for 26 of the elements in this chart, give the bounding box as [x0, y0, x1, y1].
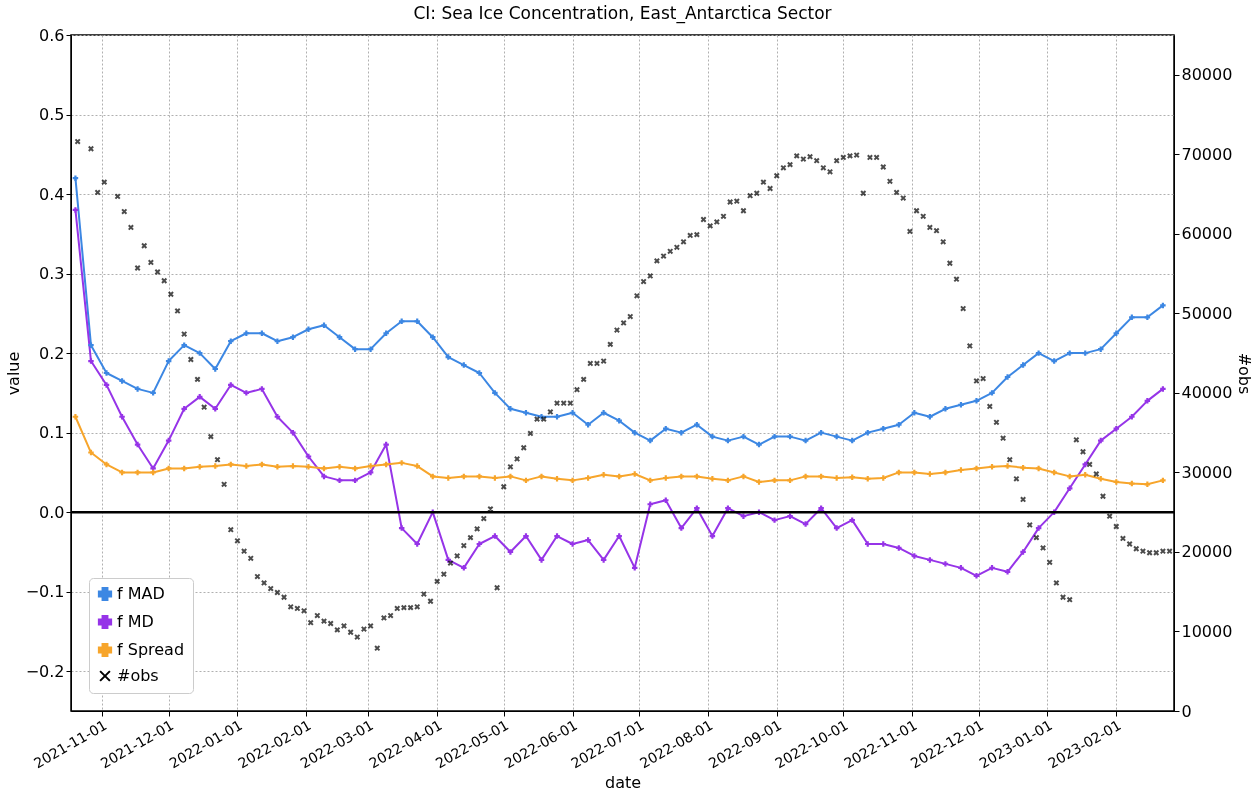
- y-tick-label: −0.2: [25, 661, 65, 681]
- x-axis-title: date: [604, 773, 642, 793]
- y-tick-label: 0.6: [39, 25, 65, 45]
- y2-tick-label: 20000: [1181, 542, 1233, 562]
- chart-title: CI: Sea Ice Concentration, East_Antarctica Sector: [413, 3, 832, 24]
- y-tick-label: 0.4: [39, 184, 65, 204]
- y2-tick-label: 70000: [1181, 144, 1233, 164]
- y-tick-label: 0.2: [39, 343, 65, 363]
- legend-label: #obs: [117, 666, 159, 685]
- y-tick-label: 0.1: [39, 423, 65, 443]
- legend-label: f Spread: [117, 640, 185, 659]
- y-tick-label: 0.3: [39, 264, 65, 284]
- legend-label: f MAD: [117, 584, 165, 603]
- legend-label: f MD: [117, 612, 154, 631]
- y2-tick-label: 80000: [1181, 65, 1233, 85]
- y-tick-label: 0.5: [39, 105, 65, 125]
- y-axis-title: value: [3, 351, 23, 396]
- y2-axis-title: #obs: [1235, 352, 1255, 395]
- y2-tick-label: 0: [1181, 701, 1192, 721]
- y2-tick-label: 40000: [1181, 383, 1233, 403]
- y-tick-label: −0.1: [25, 582, 65, 602]
- y-tick-label: 0.0: [39, 502, 65, 522]
- y2-tick-label: 50000: [1181, 303, 1233, 323]
- y2-tick-label: 10000: [1181, 621, 1233, 641]
- y2-tick-label: 30000: [1181, 462, 1233, 482]
- y2-tick-label: 60000: [1181, 224, 1233, 244]
